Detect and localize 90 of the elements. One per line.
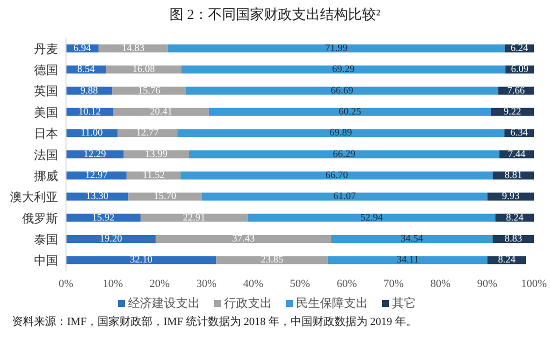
data-label: 6.09 bbox=[511, 64, 528, 76]
data-label: 71.99 bbox=[325, 42, 348, 54]
data-label: 6.34 bbox=[510, 128, 528, 139]
legend-label: 经济建设支出 bbox=[127, 295, 200, 312]
x-tick-label: 10% bbox=[102, 278, 123, 290]
bar bbox=[66, 256, 216, 264]
x-tick-label: 80% bbox=[430, 278, 450, 290]
legend-label: 行政支出 bbox=[223, 295, 272, 312]
data-label: 19.20 bbox=[100, 234, 122, 245]
data-label: 15.76 bbox=[138, 85, 160, 96]
x-tick-label: 100% bbox=[521, 278, 547, 290]
bar bbox=[177, 129, 504, 138]
y-tick-label: 泰国 bbox=[34, 232, 58, 246]
y-tick-label: 法国 bbox=[34, 148, 58, 162]
data-label: 12.97 bbox=[85, 170, 108, 181]
data-label: 15.70 bbox=[154, 191, 176, 202]
x-tick-label: 50% bbox=[290, 278, 310, 290]
data-label: 13.30 bbox=[86, 191, 108, 202]
bar bbox=[113, 108, 209, 116]
x-tick-label: 0% bbox=[58, 278, 74, 290]
x-tick-label: 20% bbox=[150, 278, 170, 290]
data-label: 69.89 bbox=[330, 128, 352, 139]
bar bbox=[140, 214, 248, 222]
y-tick-label: 丹麦 bbox=[34, 42, 58, 56]
data-label: 8.81 bbox=[504, 170, 522, 181]
x-tick-label: 30% bbox=[196, 278, 216, 290]
bar bbox=[181, 66, 506, 74]
y-tick-label: 俄罗斯 bbox=[22, 211, 58, 226]
text: 资料来源：IMF，国家财政部，IMF 统计数据为 2018 年，中国财政数据为 2019 年。 bbox=[12, 314, 417, 329]
y-tick-label: 美国 bbox=[34, 105, 58, 120]
chart-title: 图 2：不同国家财政支出结构比较² bbox=[168, 6, 382, 25]
data-label: 14.83 bbox=[122, 42, 144, 54]
bar bbox=[180, 171, 493, 180]
data-label: 60.25 bbox=[338, 106, 362, 118]
data-label: 61.07 bbox=[333, 191, 356, 202]
data-label: 6.24 bbox=[510, 42, 528, 54]
data-label: 66.29 bbox=[332, 148, 356, 160]
data-label: 9.93 bbox=[502, 191, 520, 202]
data-label: 16.08 bbox=[132, 64, 155, 76]
data-label: 7.44 bbox=[508, 148, 526, 160]
bar bbox=[216, 256, 328, 264]
x-tick-label: 60% bbox=[336, 278, 357, 290]
bar bbox=[66, 234, 156, 243]
x-tick-label: 90% bbox=[477, 278, 498, 290]
data-label: 8.83 bbox=[504, 234, 522, 245]
data-label: 15.92 bbox=[92, 212, 115, 224]
data-label: 32.10 bbox=[130, 254, 152, 266]
y-tick-label: 英国 bbox=[34, 84, 58, 98]
data-label: 37.43 bbox=[232, 234, 255, 245]
data-label: 11.00 bbox=[80, 128, 103, 139]
bar bbox=[186, 86, 498, 95]
bar bbox=[188, 150, 500, 158]
bar bbox=[156, 234, 332, 243]
x-tick-label: 70% bbox=[384, 278, 404, 290]
bar bbox=[168, 44, 505, 52]
bar bbox=[331, 234, 493, 243]
data-label: 6.94 bbox=[73, 42, 91, 54]
x-tick-label: 40% bbox=[243, 278, 264, 290]
y-tick-label: 澳大利亚 bbox=[10, 190, 58, 204]
data-label: 11.52 bbox=[142, 170, 165, 181]
legend-label: 民生保障支出 bbox=[295, 295, 368, 312]
data-label: 69.29 bbox=[332, 64, 355, 76]
y-tick-label: 挪威 bbox=[34, 168, 58, 183]
data-label: 13.99 bbox=[145, 148, 168, 160]
data-label: 34.11 bbox=[396, 254, 419, 266]
data-label: 8.24 bbox=[506, 212, 524, 224]
y-tick-label: 德国 bbox=[34, 63, 58, 78]
data-label: 8.24 bbox=[498, 254, 516, 266]
data-label: 34.54 bbox=[400, 234, 424, 245]
data-label: 8.54 bbox=[77, 64, 95, 76]
bar bbox=[328, 256, 488, 264]
data-label: 52.94 bbox=[360, 212, 383, 224]
y-tick-label: 中国 bbox=[34, 254, 58, 268]
legend-label: 其它 bbox=[391, 295, 416, 312]
bar bbox=[208, 108, 491, 116]
data-label: 66.70 bbox=[325, 170, 348, 181]
data-label: 12.77 bbox=[136, 128, 159, 139]
bar bbox=[248, 214, 496, 222]
data-label: 10.12 bbox=[78, 106, 101, 118]
data-label: 12.29 bbox=[84, 148, 106, 160]
y-tick-label: 日本 bbox=[34, 126, 58, 141]
data-label: 9.22 bbox=[504, 106, 522, 118]
data-label: 7.66 bbox=[507, 85, 525, 96]
bar bbox=[202, 192, 488, 201]
data-label: 9.88 bbox=[80, 85, 98, 96]
data-label: 22.91 bbox=[182, 212, 206, 224]
data-label: 66.69 bbox=[330, 85, 354, 96]
data-label: 23.85 bbox=[260, 254, 284, 266]
data-label: 20.41 bbox=[150, 106, 172, 118]
bar bbox=[112, 86, 186, 95]
